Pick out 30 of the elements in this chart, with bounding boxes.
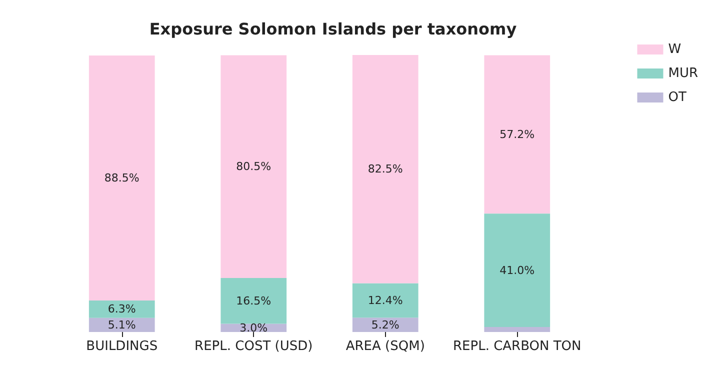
bar	[88, 300, 155, 318]
data-label: 12.4%	[368, 294, 403, 307]
bar	[484, 55, 550, 214]
data-label: 88.5%	[104, 172, 140, 185]
data-label: 57.2%	[500, 128, 535, 141]
bar	[220, 55, 287, 278]
bar	[352, 318, 418, 332]
data-label: 5.2%	[371, 318, 400, 332]
legend-label: OT	[668, 90, 686, 105]
bar	[352, 55, 418, 284]
bar	[484, 327, 550, 332]
chart-title: Exposure Solomon Islands per taxonomy	[149, 20, 518, 38]
bar	[484, 214, 550, 328]
data-label: 80.5%	[236, 160, 272, 174]
data-label: 6.3%	[108, 302, 136, 316]
x-tick-label: AREA (SQM)	[346, 339, 425, 354]
legend-label: W	[668, 42, 682, 57]
data-label: 82.5%	[368, 162, 403, 176]
x-tick-label: BUILDINGS	[86, 339, 158, 354]
x-tick-label: REPL. CARBON TON	[452, 339, 582, 354]
data-label: 3.0%	[240, 321, 268, 334]
data-label: 41.0%	[500, 264, 535, 277]
data-label: 5.1%	[108, 318, 136, 332]
bar	[88, 56, 155, 300]
bar	[352, 283, 418, 318]
bar	[88, 318, 155, 332]
bar	[220, 278, 287, 324]
data-label: 16.5%	[236, 294, 272, 308]
x-tick-label: REPL. COST (USD)	[194, 339, 313, 354]
legend-label: MUR	[668, 66, 698, 81]
